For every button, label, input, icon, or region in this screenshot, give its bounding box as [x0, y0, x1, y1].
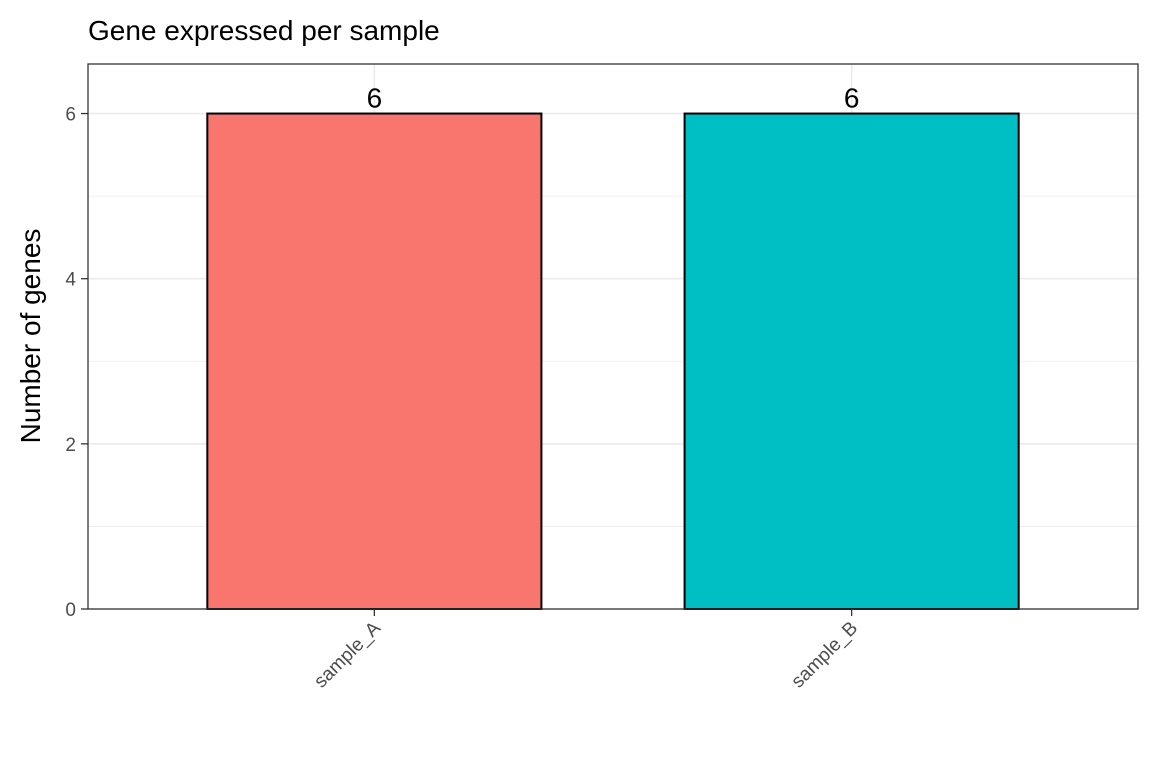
chart-title: Gene expressed per sample	[88, 15, 440, 46]
data-label: 6	[367, 83, 383, 114]
bar-sample_B	[683, 112, 1020, 611]
y-tick-label: 2	[65, 435, 76, 456]
y-tick-label: 0	[65, 600, 76, 621]
x-tick-label: sample_A	[310, 617, 385, 692]
y-tick-label: 4	[65, 270, 76, 291]
panel-border	[87, 63, 1139, 610]
bars	[206, 112, 1020, 611]
x-tick-label: sample_B	[788, 618, 863, 693]
bar-sample_A	[206, 112, 543, 611]
data-label: 6	[844, 83, 860, 114]
y-tick-label: 6	[65, 105, 76, 126]
y-axis-title: Number of genes	[15, 229, 46, 444]
